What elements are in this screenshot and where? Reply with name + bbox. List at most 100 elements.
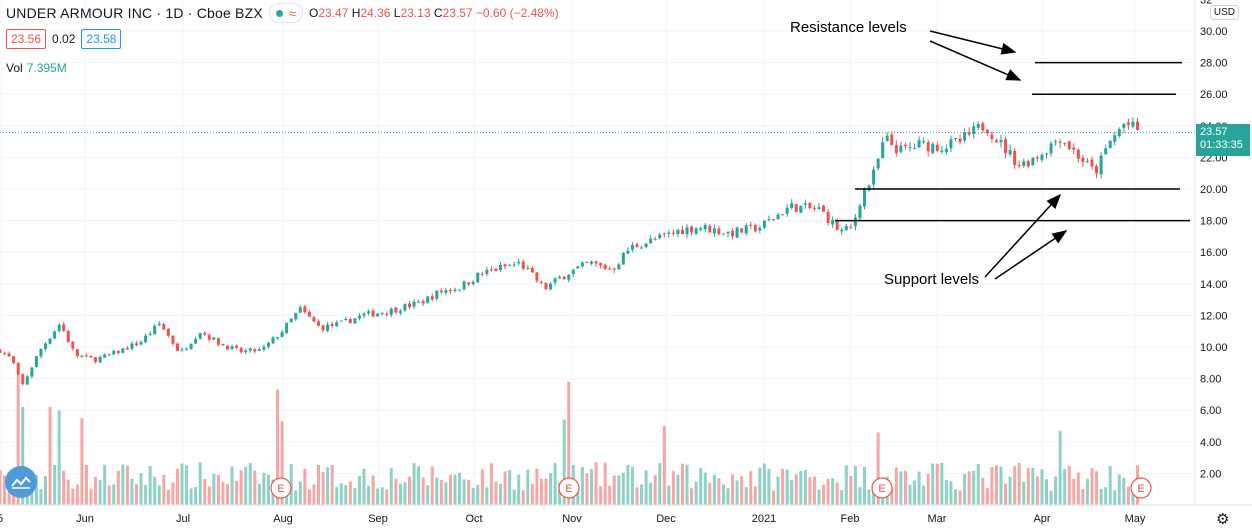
volume-bar [48,407,52,505]
volume-bar [908,484,912,505]
candle-body [1045,153,1048,155]
candle-body [794,204,798,212]
candle-body [817,207,821,210]
volume-bar [812,476,816,505]
volume-bar [903,470,907,505]
candle-body [963,132,967,141]
open-label: O [309,6,319,20]
volume-bar [585,473,589,505]
candle-body [198,333,202,339]
volume-bars [0,373,1139,505]
candle-body [426,296,430,303]
volume-bar [266,474,270,505]
volume-bar [1113,490,1117,505]
low-label: L [393,6,401,20]
volume-bar [1099,488,1103,505]
gear-icon[interactable]: ⚙ [1216,511,1230,528]
candle-body [599,262,603,266]
volume-legend[interactable]: Vol 7.395M [6,61,67,75]
volume-bar [417,466,421,505]
volume-bar [649,482,653,505]
volume-bar [744,487,748,505]
volume-bar [994,465,998,505]
candle-body [462,281,466,290]
candle-body [590,261,593,264]
price-tick-label: 20.00 [1200,184,1228,196]
candle-body [712,228,716,234]
volume-bar [972,470,976,505]
candle-body [521,261,525,269]
symbol-title[interactable]: UNDER ARMOUR INC · 1D · Cboe BZX [6,5,263,21]
candle-body [371,310,375,317]
candle-body [1076,149,1080,159]
candle-body [681,229,684,235]
candle-body [476,273,480,283]
bid-button[interactable]: 23.56 [6,29,47,49]
candle-body [153,325,157,335]
ask-button[interactable]: 23.58 [81,29,122,49]
volume-bar [535,468,539,505]
candle-body [671,232,675,234]
price-tick-label: 2.00 [1200,468,1221,480]
candle-body [1085,161,1089,163]
candle-body [244,350,248,352]
candle-body [826,211,830,224]
time-tick-label: 5 [0,513,3,525]
volume-bar [844,465,848,505]
volume-bar [175,468,179,505]
volume-bar [135,484,138,505]
annotation-arrow [994,230,1068,280]
candle-body [749,224,753,226]
status-pill[interactable]: ≈ [268,3,304,23]
currency-button[interactable]: USD [1209,5,1239,20]
candle-body [799,205,803,213]
volume-bar [485,487,489,505]
candle-body [1095,166,1099,174]
time-axis[interactable]: 5 Jun Jul Aug Sep Oct Nov Dec 2021 Feb Mar Apr May [0,504,1252,525]
volume-bar [721,484,725,505]
candle-body [135,343,138,346]
candle-body [53,331,57,339]
volume-bar [767,468,771,505]
candle-body [549,283,553,290]
candle-body [353,318,357,324]
candle-body [276,337,280,339]
close-value: 23.57 [442,6,473,20]
candle-body [667,232,671,234]
volume-bar [872,488,876,505]
volume-bar [539,478,543,505]
price-axis[interactable]: 2.00 4.00 6.00 8.00 10.00 12.00 14.00 16.00 18.0… [1194,0,1228,505]
last-price-label: 23.57 01:33:35 [1196,124,1250,156]
volume-bar [1072,478,1076,505]
candle-body [380,312,384,314]
tradingview-logo-icon[interactable] [5,466,37,498]
candle-body [7,353,11,357]
candle-body [312,317,316,322]
volume-bar [112,484,116,505]
volume-bar [157,485,161,505]
volume-bar [298,481,302,505]
candle-body [990,134,994,139]
candle-body [976,124,980,128]
volume-bar [799,471,803,505]
candle-body [1054,141,1058,143]
candle-body [139,341,143,345]
level-lines [835,61,1190,222]
candle-body [266,342,270,347]
candle-body [762,220,766,228]
candle-body [512,264,516,266]
volume-bar [403,482,407,505]
volume-bar [517,474,521,505]
volume-bar [280,421,284,505]
candle-body [25,376,29,385]
candle-body [849,226,853,228]
price-tick-label: 6.00 [1200,405,1221,417]
volume-bar [1045,479,1048,505]
volume-bar [439,479,443,505]
volume-bar [544,478,548,505]
candle-body [189,343,193,350]
volume-bar [57,410,61,505]
volume-bar [499,483,502,505]
candle-body [212,337,216,340]
